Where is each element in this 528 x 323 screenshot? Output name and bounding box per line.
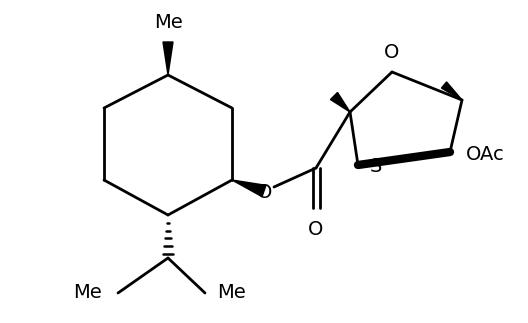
Polygon shape: [441, 82, 462, 100]
Text: OAc: OAc: [466, 144, 505, 163]
Polygon shape: [163, 42, 173, 75]
Text: O: O: [308, 220, 324, 239]
Text: Me: Me: [217, 284, 246, 303]
Text: Me: Me: [73, 284, 102, 303]
Polygon shape: [331, 92, 350, 112]
Text: Me: Me: [154, 13, 182, 32]
Text: O: O: [384, 43, 400, 62]
Text: S: S: [370, 158, 382, 176]
Polygon shape: [232, 180, 266, 197]
Text: O: O: [257, 182, 272, 202]
